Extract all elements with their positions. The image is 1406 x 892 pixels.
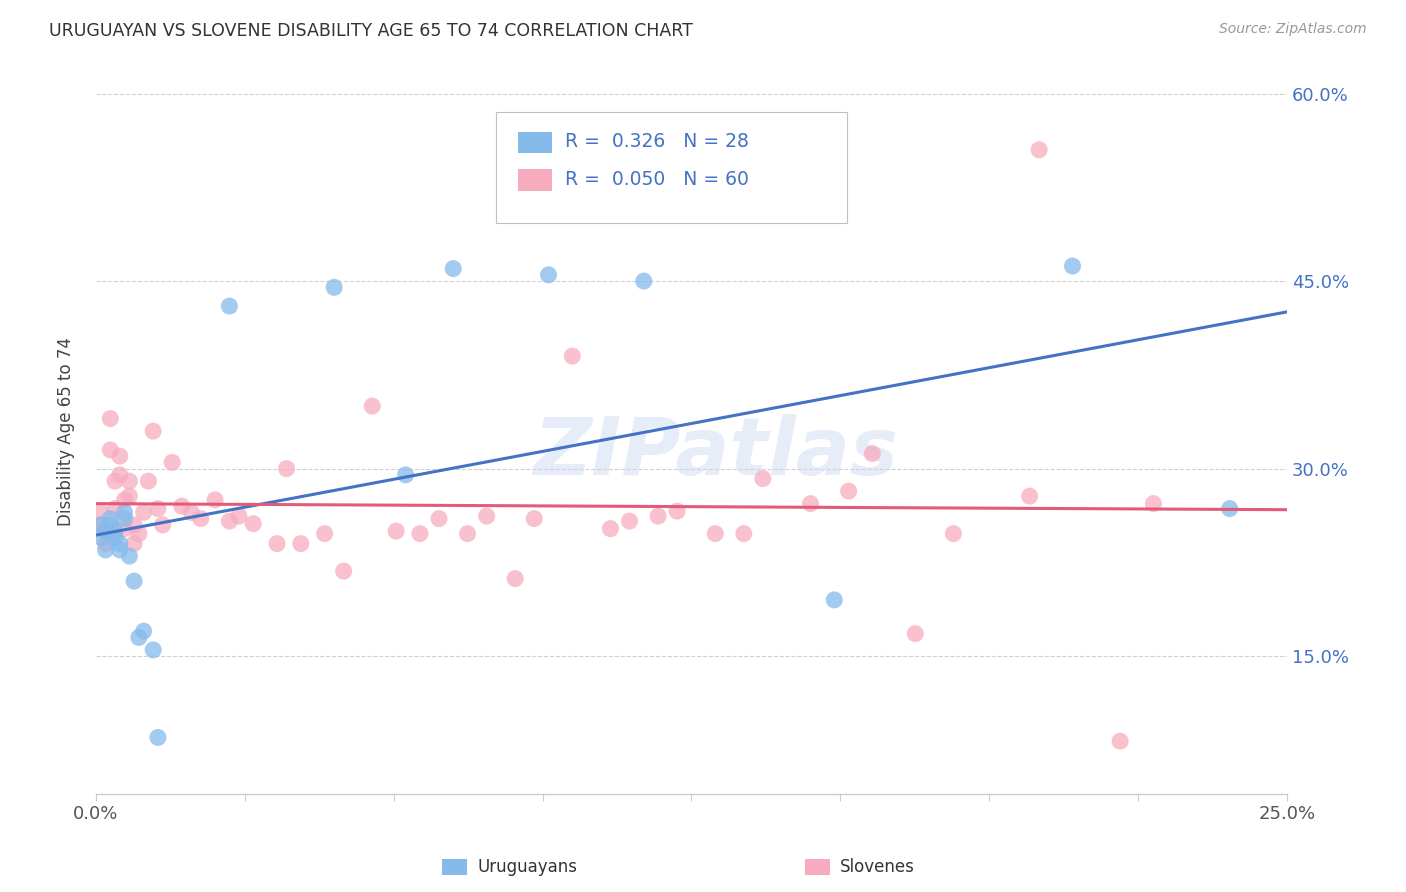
- Point: [94, 542, 117, 557]
- Text: R =  0.050   N = 60: R = 0.050 N = 60: [565, 169, 748, 189]
- Point: [94, 536, 117, 550]
- Point: [619, 514, 641, 528]
- Point: [118, 549, 141, 563]
- Point: [132, 505, 155, 519]
- Text: Uruguayans: Uruguayans: [477, 858, 578, 876]
- Point: [1062, 259, 1084, 273]
- Point: [633, 274, 655, 288]
- Point: [475, 509, 498, 524]
- Point: [1219, 501, 1241, 516]
- Point: [1142, 497, 1164, 511]
- Point: [228, 509, 250, 524]
- Point: [1018, 489, 1040, 503]
- Point: [160, 455, 183, 469]
- Text: R =  0.326   N = 28: R = 0.326 N = 28: [565, 132, 748, 152]
- Point: [314, 526, 336, 541]
- Point: [128, 631, 150, 645]
- Point: [98, 511, 121, 525]
- Point: [332, 564, 354, 578]
- Point: [142, 643, 165, 657]
- Point: [114, 505, 136, 519]
- Point: [152, 517, 174, 532]
- Point: [104, 530, 127, 544]
- Point: [409, 526, 432, 541]
- Point: [98, 411, 121, 425]
- Point: [503, 572, 526, 586]
- Point: [427, 511, 450, 525]
- Point: [1109, 734, 1132, 748]
- Point: [441, 261, 464, 276]
- Point: [561, 349, 583, 363]
- Point: [904, 626, 927, 640]
- Point: [218, 514, 240, 528]
- Text: Slovenes: Slovenes: [841, 858, 915, 876]
- Point: [142, 424, 165, 438]
- Point: [290, 536, 312, 550]
- Point: [1028, 143, 1050, 157]
- Point: [537, 268, 560, 282]
- Point: [122, 536, 145, 550]
- Point: [862, 447, 884, 461]
- Text: ZIPatlas: ZIPatlas: [533, 414, 898, 491]
- Point: [90, 505, 112, 519]
- Point: [122, 517, 145, 532]
- Point: [218, 299, 240, 313]
- Point: [242, 516, 264, 531]
- Point: [666, 504, 689, 518]
- Point: [108, 536, 131, 550]
- Point: [138, 474, 160, 488]
- Point: [361, 399, 384, 413]
- Point: [114, 522, 136, 536]
- Point: [146, 501, 169, 516]
- Point: [394, 467, 416, 482]
- Point: [838, 484, 860, 499]
- Point: [94, 524, 117, 538]
- Point: [266, 536, 288, 550]
- Point: [132, 624, 155, 639]
- Point: [114, 492, 136, 507]
- Point: [108, 449, 131, 463]
- Point: [704, 526, 727, 541]
- Point: [190, 511, 212, 525]
- Point: [114, 511, 136, 525]
- Point: [799, 497, 821, 511]
- Point: [204, 492, 226, 507]
- Point: [276, 461, 298, 475]
- Point: [108, 467, 131, 482]
- Point: [98, 526, 121, 541]
- Point: [104, 501, 127, 516]
- Point: [90, 530, 112, 544]
- Point: [94, 524, 117, 538]
- Point: [752, 472, 775, 486]
- Point: [118, 489, 141, 503]
- Point: [647, 509, 669, 524]
- Point: [118, 474, 141, 488]
- Text: Source: ZipAtlas.com: Source: ZipAtlas.com: [1219, 22, 1367, 37]
- Point: [180, 505, 202, 519]
- Point: [108, 542, 131, 557]
- Point: [98, 442, 121, 457]
- Point: [733, 526, 755, 541]
- Point: [90, 517, 112, 532]
- Point: [385, 524, 408, 538]
- Text: URUGUAYAN VS SLOVENE DISABILITY AGE 65 TO 74 CORRELATION CHART: URUGUAYAN VS SLOVENE DISABILITY AGE 65 T…: [49, 22, 693, 40]
- Point: [104, 474, 127, 488]
- Point: [146, 731, 169, 745]
- Point: [523, 511, 546, 525]
- Point: [942, 526, 965, 541]
- Point: [104, 524, 127, 538]
- Y-axis label: Disability Age 65 to 74: Disability Age 65 to 74: [58, 336, 75, 525]
- Point: [457, 526, 479, 541]
- Point: [128, 526, 150, 541]
- Point: [90, 517, 112, 532]
- Point: [323, 280, 346, 294]
- Point: [170, 499, 193, 513]
- Point: [122, 574, 145, 588]
- Point: [599, 522, 621, 536]
- Point: [98, 517, 121, 532]
- Point: [823, 593, 845, 607]
